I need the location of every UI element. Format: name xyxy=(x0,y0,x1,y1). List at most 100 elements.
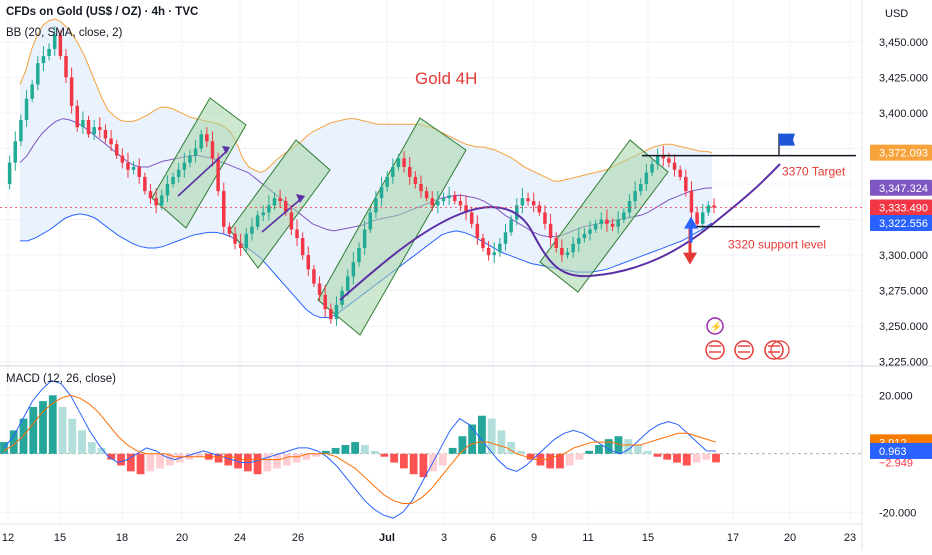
candle-body xyxy=(7,162,12,184)
candle-body xyxy=(92,127,96,135)
macd-histogram-bar xyxy=(439,453,447,466)
candle-body xyxy=(436,201,440,206)
price-tick-label: 3,300.000 xyxy=(879,250,928,262)
time-tick-label: 18 xyxy=(116,532,128,544)
time-tick-label: 15 xyxy=(54,532,66,544)
candle-body xyxy=(413,176,418,184)
target-flag-icon xyxy=(779,133,795,146)
macd-histogram-bar xyxy=(712,453,720,463)
candle-body xyxy=(627,201,632,213)
candle-body xyxy=(419,184,423,192)
candle-body xyxy=(689,191,694,213)
candle-body xyxy=(605,219,609,224)
candle-body xyxy=(571,243,575,253)
candle-body xyxy=(199,134,203,149)
candle-body xyxy=(655,155,660,165)
macd-indicator-legend[interactable]: MACD (12, 26, close) xyxy=(6,373,116,385)
candle-body xyxy=(537,205,542,213)
time-tick-label: 26 xyxy=(292,532,304,544)
candle-body xyxy=(582,233,587,239)
candle-body xyxy=(520,198,525,206)
candle-body xyxy=(69,77,74,106)
candle-body xyxy=(261,212,265,216)
candle-body xyxy=(407,166,412,177)
macd-histogram-bar xyxy=(468,424,477,454)
macd-histogram-bar xyxy=(390,453,399,463)
candle-body xyxy=(30,84,34,99)
macd-histogram-bar xyxy=(263,453,272,472)
candle-body xyxy=(182,162,187,170)
us-economic-event-icon xyxy=(770,340,790,360)
macd-histogram-bar xyxy=(663,453,672,460)
us-economic-event-icon xyxy=(734,340,754,360)
macd-histogram-bar xyxy=(458,436,467,454)
candle-body xyxy=(667,158,671,163)
candle-body xyxy=(509,219,513,233)
macd-histogram-bar xyxy=(634,445,642,454)
macd-histogram-bar xyxy=(351,442,360,454)
candle-body xyxy=(548,223,553,239)
macd-histogram-bar xyxy=(136,453,145,475)
macd-histogram-bar xyxy=(702,453,711,460)
macd-histogram-bar xyxy=(448,447,457,454)
price-axis: 3,450.0003,425.0003,400.0003,375.0003,35… xyxy=(870,37,932,369)
price-tag-value: 3,372.093 xyxy=(879,148,928,160)
candle-body xyxy=(684,176,688,192)
macd-histogram-bar xyxy=(585,450,594,454)
macd-histogram-bar xyxy=(360,445,369,454)
candle-body xyxy=(278,198,282,202)
candle-body xyxy=(267,205,271,213)
macd-histogram-bar xyxy=(341,445,350,454)
candle-body xyxy=(560,247,564,256)
candle-body xyxy=(678,169,682,177)
macd-histogram-bar xyxy=(68,418,77,454)
candle-body xyxy=(137,166,141,177)
time-tick-label: 17 xyxy=(727,532,739,544)
time-tick-label: Jul xyxy=(379,532,395,544)
macd-histogram-bar xyxy=(214,453,223,463)
macd-histogram-bar xyxy=(331,447,340,454)
candle-body xyxy=(453,195,457,202)
macd-histogram-bar xyxy=(97,447,106,454)
candle-body xyxy=(238,243,243,248)
macd-histogram xyxy=(0,395,720,478)
macd-histogram-bar xyxy=(58,406,67,454)
time-tick-label: 11 xyxy=(582,532,593,544)
candle-body xyxy=(103,129,108,139)
candle-body xyxy=(475,223,480,239)
time-tick-label: 20 xyxy=(784,532,796,544)
candle-body xyxy=(283,201,288,213)
macd-histogram-bar xyxy=(575,453,584,460)
macd-histogram-bar xyxy=(478,415,486,454)
candle-body xyxy=(154,198,158,206)
macd-histogram-bar xyxy=(195,453,203,457)
candle-body xyxy=(24,98,29,121)
candle-body xyxy=(515,205,519,220)
macd-histogram-bar xyxy=(565,453,574,466)
candle-body xyxy=(492,252,496,256)
macd-tick-label: -20.000 xyxy=(879,507,916,519)
candle-body xyxy=(503,232,508,244)
time-tick-label: 9 xyxy=(531,532,537,544)
macd-histogram-bar xyxy=(78,430,86,454)
candle-body xyxy=(543,212,547,224)
time-tick-label: 24 xyxy=(234,532,246,544)
candle-body xyxy=(272,198,277,206)
macd-histogram-bar xyxy=(302,453,311,460)
macd-histogram-bar xyxy=(380,453,389,457)
candle-body xyxy=(81,120,85,128)
rising-channel xyxy=(151,97,247,229)
macd-histogram-bar xyxy=(546,453,555,469)
bb-indicator-legend[interactable]: BB (20, SMA, close, 2) xyxy=(6,27,123,39)
candle-body xyxy=(171,176,175,184)
candle-body xyxy=(317,283,322,295)
channel-arrow xyxy=(177,149,229,197)
macd-histogram-bar xyxy=(165,453,174,466)
candle-body xyxy=(210,141,215,159)
arrow-head xyxy=(296,194,305,203)
symbol-title[interactable]: CFDs on Gold (US$ / OZ) · 4h · TVC xyxy=(6,6,199,18)
macd-histogram-bar xyxy=(682,453,691,466)
